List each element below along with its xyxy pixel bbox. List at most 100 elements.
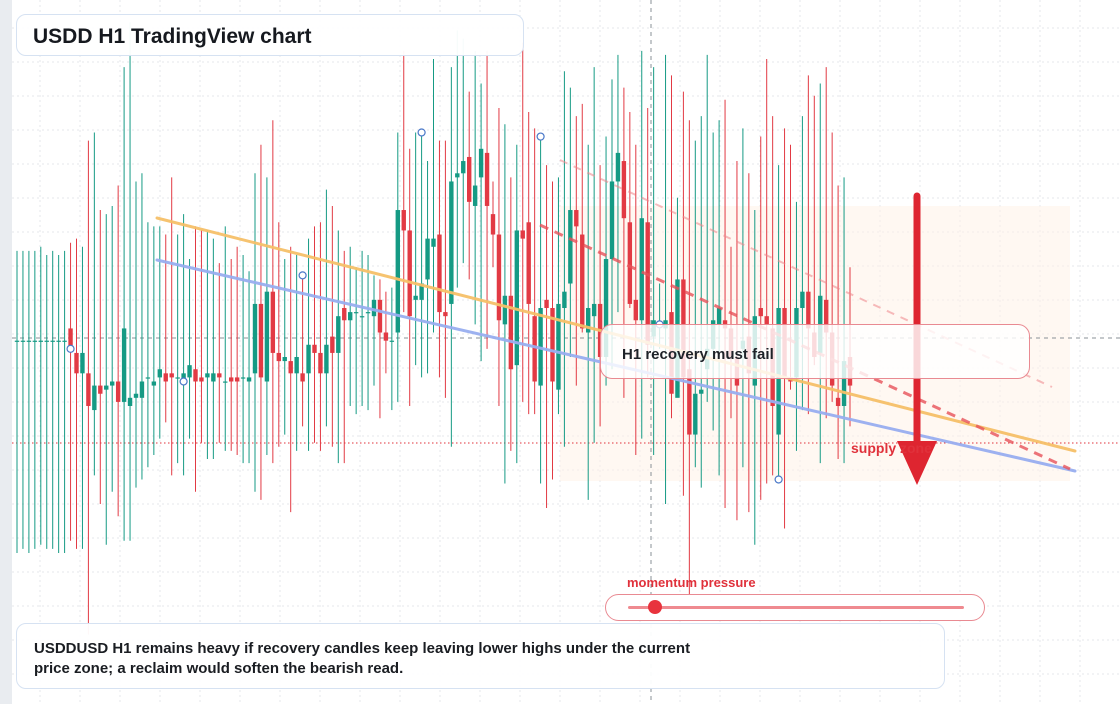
candle-body: [62, 340, 67, 342]
bearish-arrow-head: [897, 441, 937, 485]
candle-body: [621, 161, 627, 219]
candle-body: [419, 283, 424, 300]
candle-body: [151, 381, 157, 386]
candle-body: [437, 234, 442, 313]
momentum-knob[interactable]: [647, 600, 662, 614]
candle-body: [478, 148, 484, 178]
momentum-slider[interactable]: [605, 594, 985, 621]
candle-body: [484, 152, 490, 206]
candle-body: [395, 210, 400, 333]
candle-body: [591, 303, 597, 317]
candle-body: [574, 210, 579, 227]
candle-body: [556, 303, 561, 390]
candle-body: [514, 230, 519, 366]
candle-body: [187, 365, 192, 378]
candle-body: [211, 373, 216, 382]
candle-body: [38, 340, 43, 342]
candle-body: [68, 328, 73, 349]
candle-body: [330, 336, 335, 353]
candle-body: [56, 340, 61, 342]
candles-layer: [14, 22, 853, 635]
candle-body: [104, 385, 109, 390]
candle-body: [217, 373, 222, 378]
candle-body: [758, 308, 763, 317]
candle-body: [288, 361, 293, 374]
candle-body: [348, 312, 353, 321]
candle-body: [532, 316, 537, 382]
candle-body: [306, 344, 311, 374]
candle-body: [359, 316, 365, 318]
candle-body: [633, 299, 638, 321]
candle-body: [92, 385, 97, 411]
candle-body: [615, 152, 621, 182]
candle-body: [74, 352, 79, 374]
candle-body: [145, 377, 151, 379]
candle-body: [14, 340, 20, 342]
candle-body: [252, 303, 258, 374]
callout-text: H1 recovery must fail: [622, 346, 774, 363]
price-markers: [66, 128, 783, 484]
momentum-track: [628, 606, 964, 609]
price-marker: [66, 344, 75, 353]
title-panel: USDD H1 TradingView chart: [16, 14, 524, 56]
candle-body: [443, 312, 448, 317]
candle-body: [835, 397, 841, 406]
candle-body: [800, 291, 805, 309]
candle-body: [276, 352, 281, 362]
candle-body: [716, 308, 722, 325]
candle-body: [223, 381, 228, 383]
candle-body: [401, 210, 406, 231]
price-marker: [536, 132, 545, 141]
candle-body: [699, 389, 704, 394]
candle-body: [20, 340, 26, 342]
candle-body: [431, 238, 436, 247]
price-marker: [417, 128, 426, 137]
price-marker: [298, 271, 307, 280]
candle-body: [580, 234, 585, 329]
candle-body: [806, 291, 811, 329]
candle-body: [603, 259, 609, 357]
candle-body: [586, 308, 591, 333]
candle-body: [502, 295, 508, 325]
candle-body: [449, 181, 454, 304]
candle-body: [365, 312, 371, 314]
candle-body: [413, 295, 418, 300]
candle-body: [377, 299, 383, 333]
candle-body: [139, 381, 145, 398]
left-edge-bar: [0, 0, 12, 704]
candle-body: [133, 393, 139, 398]
candle-body: [609, 181, 615, 260]
candle-body: [389, 340, 395, 342]
candle-body: [127, 397, 133, 406]
caption-panel: USDDUSD H1 remains heavy if recovery can…: [16, 623, 945, 689]
candle-body: [193, 369, 198, 382]
candle-body: [300, 373, 305, 382]
candle-body: [407, 230, 412, 317]
candle-body: [50, 340, 55, 342]
candle-body: [472, 185, 478, 206]
candle-body: [371, 299, 377, 317]
candle-body: [199, 377, 204, 382]
candle-body: [175, 377, 180, 379]
candle-body: [169, 373, 174, 378]
supply-zone-label: supply zone: [851, 440, 932, 456]
candle-body: [110, 381, 115, 386]
candle-body: [234, 377, 240, 382]
candle-body: [163, 373, 168, 382]
candle-body: [157, 369, 162, 378]
candle-body: [425, 238, 430, 280]
candle-body: [318, 352, 323, 374]
candle-body: [461, 161, 466, 174]
candle-body: [282, 357, 287, 362]
candle-body: [550, 308, 555, 382]
price-marker: [179, 377, 188, 386]
callout-box: H1 recovery must fail: [600, 324, 1030, 379]
candle-body: [342, 308, 347, 321]
candle-body: [687, 369, 692, 435]
candle-body: [98, 385, 103, 394]
candle-body: [353, 312, 359, 314]
candle-body: [205, 373, 210, 378]
candle-body: [520, 230, 525, 239]
candle-body: [508, 295, 514, 370]
candle-body: [639, 218, 644, 321]
